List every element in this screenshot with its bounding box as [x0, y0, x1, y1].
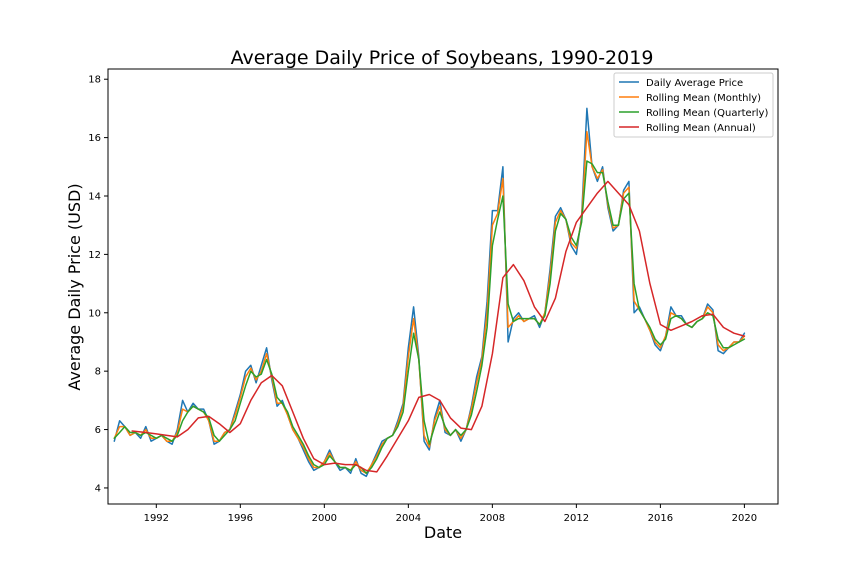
x-tick-label: 2020 [732, 513, 757, 524]
legend-label-annual: Rolling Mean (Annual) [646, 123, 756, 134]
x-tick-label: 2016 [648, 513, 673, 524]
y-tick-label: 10 [88, 308, 101, 319]
y-tick-label: 14 [88, 191, 101, 202]
series-line-rolling-annual [131, 180, 746, 473]
x-tick-label: 2004 [396, 513, 421, 524]
y-tick-label: 4 [95, 483, 101, 494]
legend-label-quarterly: Rolling Mean (Quarterly) [646, 108, 768, 119]
x-axis: 1992 1996 2000 2004 2008 2012 2016 2020 [144, 504, 757, 524]
x-tick-label: 2012 [564, 513, 589, 524]
x-axis-label: Date [424, 523, 462, 542]
plot-frame [107, 68, 779, 505]
chart-title: Average Daily Price of Soybeans, 1990-20… [231, 47, 654, 69]
y-tick-label: 8 [95, 367, 101, 378]
legend-entry-quarterly: Rolling Mean (Quarterly) [619, 108, 768, 119]
y-axis-label: Average Daily Price (USD) [65, 183, 84, 390]
y-tick-label: 16 [88, 133, 101, 144]
x-tick-label: 2008 [480, 513, 505, 524]
series-line-rolling-monthly [113, 131, 746, 475]
legend-label-monthly: Rolling Mean (Monthly) [646, 93, 761, 104]
y-tick-label: 6 [95, 425, 101, 436]
legend-entry-daily: Daily Average Price [619, 78, 743, 89]
legend-entry-annual: Rolling Mean (Annual) [619, 123, 756, 134]
x-tick-label: 1992 [144, 513, 169, 524]
plot-lines [113, 107, 746, 478]
legend: Daily Average Price Rolling Mean (Monthl… [613, 72, 774, 138]
x-tick-label: 1996 [228, 513, 253, 524]
y-tick-label: 18 [88, 75, 101, 86]
y-axis: 4 6 8 10 12 14 16 18 [88, 75, 108, 494]
series-line-rolling-quarterly [113, 160, 746, 475]
legend-box [613, 72, 774, 138]
x-tick-label: 2000 [312, 513, 337, 524]
y-tick-label: 12 [88, 250, 101, 261]
legend-entry-monthly: Rolling Mean (Monthly) [619, 93, 761, 104]
legend-label-daily: Daily Average Price [646, 78, 743, 89]
